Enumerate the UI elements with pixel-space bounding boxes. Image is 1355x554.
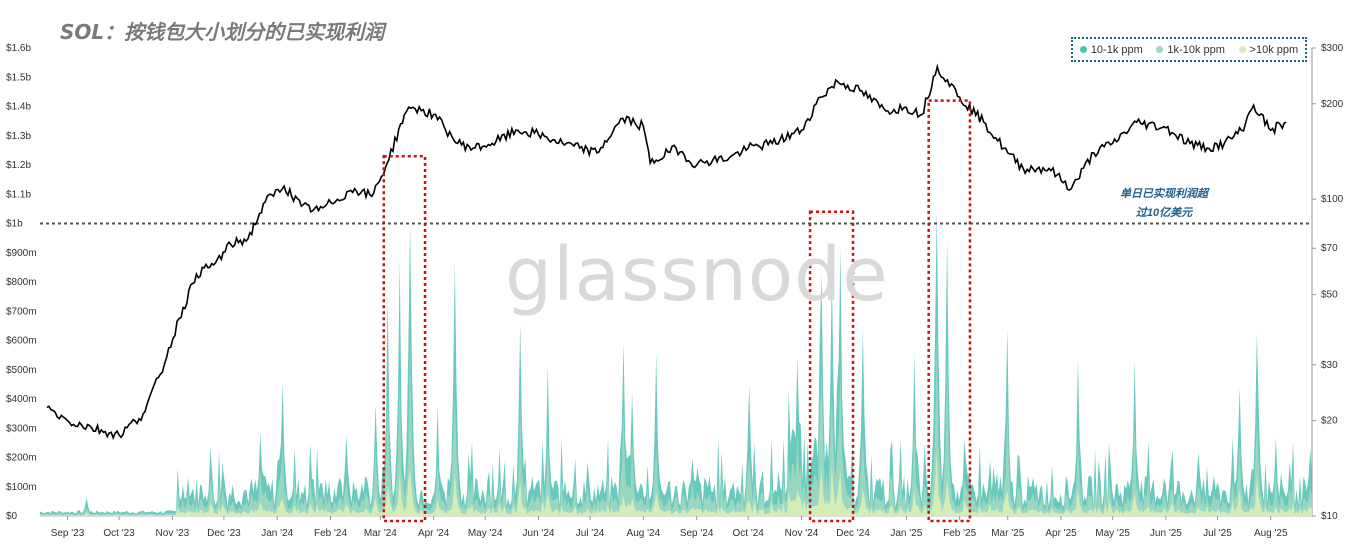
y-tick-left: $600m [6, 336, 37, 347]
y-tick-right: $200 [1321, 99, 1344, 110]
legend-label: 1k-10k ppm [1167, 43, 1225, 56]
x-tick-label: Sep '24 [680, 528, 714, 539]
annotation: 单日已实现利润超 过10亿美元 [1118, 185, 1210, 223]
y-tick-left: $1.5b [6, 72, 31, 83]
y-tick-right: $70 [1321, 243, 1338, 254]
x-tick-label: May '24 [468, 528, 503, 539]
x-tick-label: Sep '23 [51, 528, 85, 539]
y-tick-right: $50 [1321, 290, 1338, 301]
y-tick-left: $800m [6, 277, 37, 288]
legend-dot-icon [1079, 46, 1087, 53]
y-tick-left: $900m [6, 248, 37, 259]
highlight-box [808, 210, 855, 523]
legend-item-10-1k[interactable]: 10-1k ppm [1079, 43, 1143, 56]
y-tick-left: $500m [6, 365, 37, 376]
x-tick-label: Nov '24 [785, 528, 819, 539]
x-tick-label: Aug '25 [1254, 528, 1288, 539]
legend: 10-1k ppm 1k-10k ppm >10k ppm [1071, 37, 1307, 62]
watermark: glassnode [505, 232, 889, 318]
x-tick-label: Jan '24 [261, 528, 293, 539]
x-tick-label: Jul '25 [1203, 528, 1232, 539]
y-tick-left: $1.4b [6, 102, 31, 113]
y-tick-left: $400m [6, 394, 37, 405]
y-tick-left: $0 [6, 511, 18, 522]
y-tick-left: $100m [6, 482, 37, 493]
highlight-box [382, 154, 427, 523]
x-tick-label: Jun '25 [1150, 528, 1182, 539]
legend-label: >10k ppm [1249, 43, 1299, 56]
x-tick-label: Mar '25 [991, 528, 1024, 539]
y-tick-left: $1.6b [6, 43, 31, 54]
y-tick-left: $300m [6, 423, 37, 434]
x-tick-label: Oct '23 [103, 528, 135, 539]
legend-dot-icon [1238, 46, 1246, 53]
legend-item-1k-10k[interactable]: 1k-10k ppm [1156, 43, 1225, 56]
y-tick-right: $30 [1321, 360, 1338, 371]
y-tick-left: $1b [6, 219, 23, 230]
y-tick-left: $1.1b [6, 189, 31, 200]
x-tick-label: Dec '24 [836, 528, 870, 539]
y-tick-right: $300 [1321, 43, 1344, 54]
annotation-line-2: 过10亿美元 [1135, 207, 1193, 219]
legend-label: 10-1k ppm [1090, 43, 1143, 56]
y-tick-right: $100 [1321, 194, 1344, 205]
x-tick-label: Jun '24 [523, 528, 555, 539]
price-line-series [46, 63, 1287, 441]
legend-dot-icon [1156, 46, 1164, 53]
x-tick-label: Feb '25 [943, 528, 976, 539]
highlight-box [927, 99, 972, 523]
x-tick-label: Mar '24 [364, 528, 397, 539]
y-tick-left: $700m [6, 306, 37, 317]
x-tick-label: Jul '24 [576, 528, 605, 539]
y-tick-left: $200m [6, 453, 37, 464]
y-tick-right: $20 [1321, 416, 1338, 427]
x-tick-label: Feb '24 [314, 528, 347, 539]
x-tick-label: Apr '24 [418, 528, 450, 539]
x-tick-label: May '25 [1095, 528, 1130, 539]
annotation-line-1: 单日已实现利润超 [1120, 188, 1208, 200]
legend-item-10k-plus[interactable]: >10k ppm [1238, 43, 1299, 56]
y-tick-right: $10 [1321, 511, 1338, 522]
x-tick-label: Aug '24 [627, 528, 661, 539]
x-tick-label: Apr '25 [1045, 528, 1077, 539]
y-tick-left: $1.2b [6, 160, 31, 171]
chart-title: SOL：按钱包大小划分的已实现利润 [60, 20, 385, 44]
x-tick-label: Jan '25 [890, 528, 922, 539]
x-tick-label: Dec '23 [207, 528, 241, 539]
x-tick-label: Nov '23 [156, 528, 190, 539]
y-tick-left: $1.3b [6, 131, 31, 142]
x-tick-label: Oct '24 [733, 528, 765, 539]
